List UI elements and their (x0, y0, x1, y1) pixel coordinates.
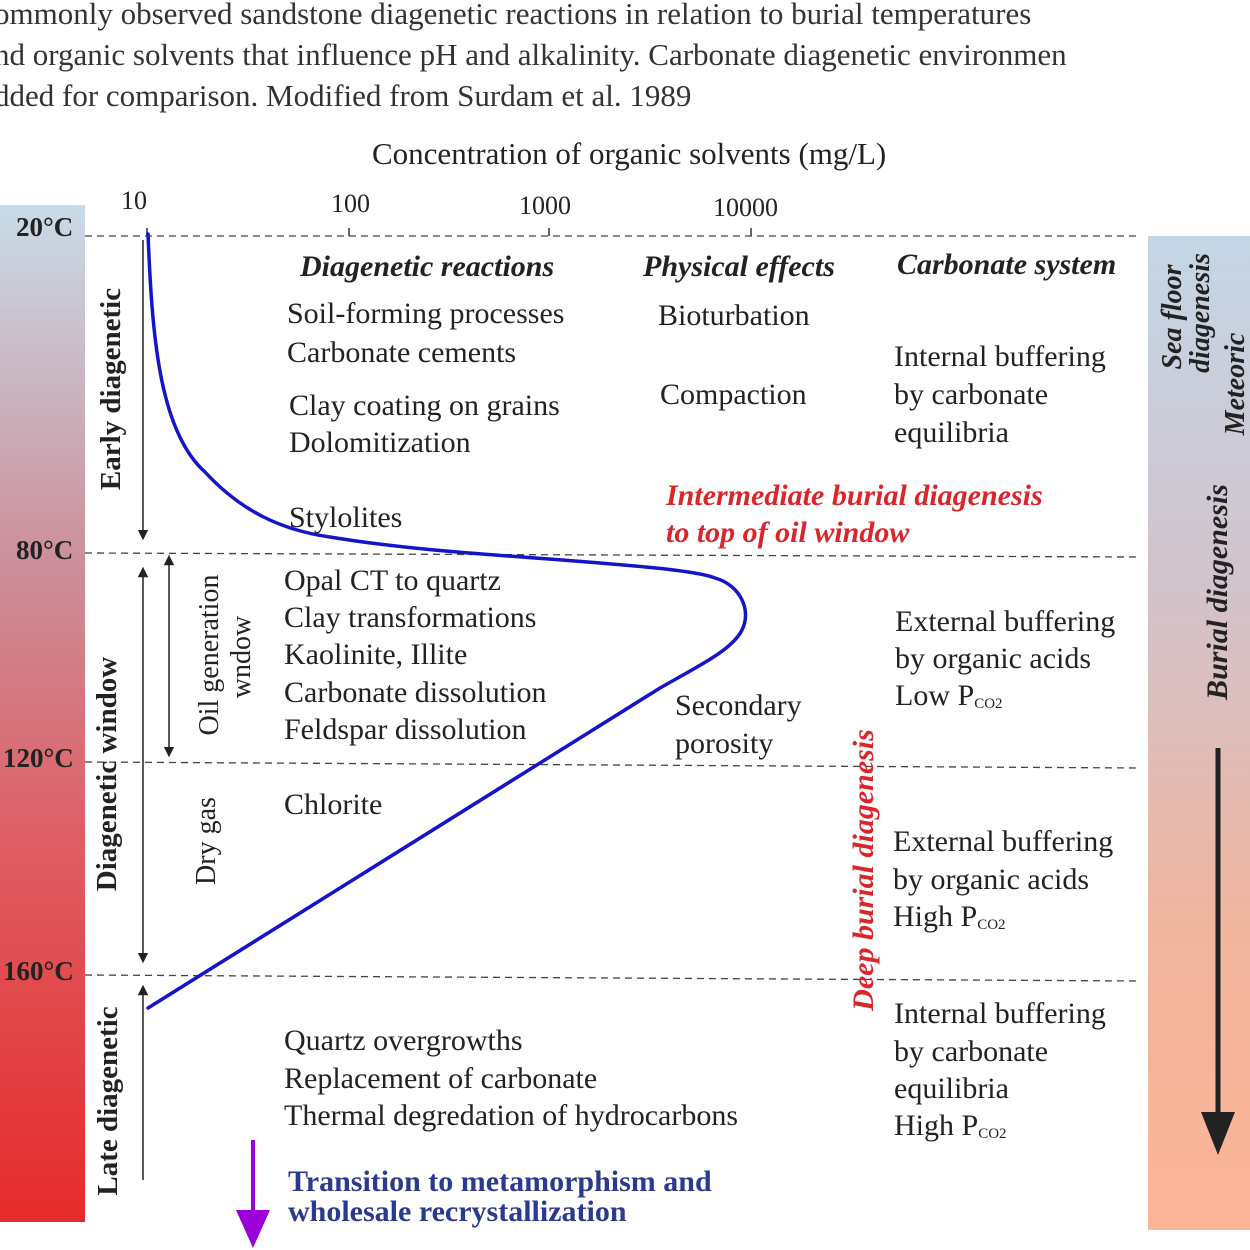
tick-label-10000: 10000 (713, 193, 778, 222)
oil-generation-label: Oil generation (194, 574, 225, 736)
reaction-stylolites: Stylolites (289, 501, 403, 534)
dashed-line-120c (84, 761, 1141, 769)
reaction-carbonate-dissolution: Carbonate dissolution (284, 676, 547, 709)
burial-diagenesis-label: Burial diagenesis (1201, 484, 1234, 700)
temp-label-80c: 80°C (16, 535, 74, 565)
caption-line-3: dded for comparison. Modified from Surda… (0, 78, 692, 113)
carbonate-3-line-2: by organic acids (893, 863, 1090, 896)
carbonate-4-line-1: Internal buffering (894, 997, 1106, 1030)
dry-gas-label: Dry gas (191, 797, 222, 885)
tick-label-10: 10 (121, 186, 147, 215)
zone-early-diagenetic: Early diagenetic (95, 287, 127, 491)
carbonate-1-line-1: Internal buffering (894, 340, 1106, 373)
header-physical-effects: Physical effects (643, 250, 835, 283)
meteoric-label: Meteoric (1220, 332, 1250, 436)
organic-solvent-curve (146, 232, 748, 1010)
reaction-dolomitization: Dolomitization (289, 426, 471, 459)
physical-compaction: Compaction (660, 378, 807, 411)
transition-line-2: wholesale recrystallization (288, 1195, 627, 1228)
temp-label-20c: 20°C (16, 212, 74, 242)
reaction-feldspar-dissolution: Feldspar dissolution (284, 713, 527, 746)
burial-arrow-head (1201, 1112, 1235, 1155)
intermediate-burial-label-1: Intermediate burial diagenesis (666, 479, 1043, 512)
header-carbonate-system: Carbonate system (897, 248, 1117, 281)
zone-diagenetic-window: Diagenetic window (91, 656, 123, 892)
environment-gradient-bar (1148, 236, 1250, 1230)
carbonate-4-line-4: High PCO2 (894, 1109, 1007, 1142)
header-diagenetic-reactions: Diagenetic reactions (300, 250, 555, 283)
carbonate-3-line-3: High PCO2 (893, 900, 1006, 933)
reaction-opal-ct: Opal CT to quartz (284, 564, 501, 597)
tick-label-1000: 1000 (519, 191, 571, 220)
reaction-carbonate-cements: Carbonate cements (287, 336, 517, 369)
temp-label-120c: 120°C (3, 743, 74, 773)
reaction-thermal-degradation: Thermal degredation of hydrocarbons (284, 1099, 738, 1132)
physical-bioturbation: Bioturbation (658, 299, 810, 332)
zone-late-diagenetic: Late diagenetic (92, 1006, 124, 1196)
carbonate-3-line-1: External buffering (893, 825, 1114, 858)
reaction-replacement-carbonate: Replacement of carbonate (284, 1062, 598, 1095)
axis-title: Concentration of organic solvents (mg/L) (372, 136, 887, 171)
reaction-clay-coating: Clay coating on grains (289, 389, 560, 422)
reaction-quartz-overgrowths: Quartz overgrowths (284, 1024, 523, 1057)
carbonate-4-line-3: equilibria (894, 1072, 1009, 1105)
carbonate-4-line-2: by carbonate (894, 1035, 1049, 1068)
carbonate-1-line-3: equilibria (894, 416, 1009, 449)
carbonate-1-line-2: by carbonate (894, 378, 1049, 411)
deep-burial-label: Deep burial diagenesis (847, 729, 880, 1011)
reaction-kaolinite-illite: Kaolinite, Illite (284, 638, 468, 671)
reaction-clay-transformations: Clay transformations (284, 601, 537, 634)
intermediate-burial-label-2: to top of oil window (666, 516, 910, 549)
reaction-soil-forming: Soil-forming processes (287, 297, 565, 330)
carbonate-2-line-3: Low PCO2 (895, 679, 1003, 712)
physical-porosity: porosity (675, 727, 774, 760)
carbonate-2-line-2: by organic acids (895, 642, 1092, 675)
physical-secondary: Secondary (675, 689, 802, 722)
reaction-chlorite: Chlorite (284, 788, 383, 821)
dashed-line-80c (84, 552, 1141, 558)
caption-line-1: ommonly observed sandstone diagenetic re… (0, 0, 1032, 31)
oil-window-label: wndow (226, 615, 257, 699)
transition-line-1: Transition to metamorphism and (288, 1165, 712, 1198)
caption-line-2: nd organic solvents that influence pH an… (0, 37, 1067, 72)
sea-floor-label-2: diagenesis (1185, 253, 1216, 373)
carbonate-2-line-1: External buffering (895, 605, 1116, 638)
transition-arrow-head (236, 1210, 270, 1248)
tick-label-100: 100 (331, 189, 370, 218)
temp-label-160c: 160°C (3, 956, 74, 986)
dashed-line-160c (84, 974, 1141, 982)
temperature-gradient-bar (0, 205, 85, 1222)
